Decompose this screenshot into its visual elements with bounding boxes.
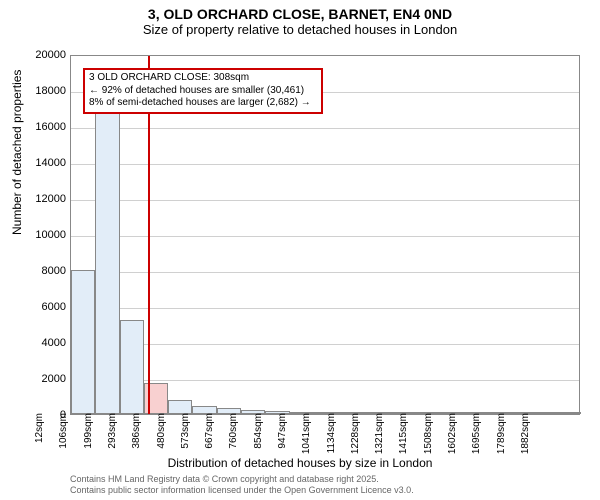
y-tick-label: 12000 [16,193,66,205]
x-tick-label: 947sqm [277,413,288,463]
y-tick-label: 14000 [16,157,66,169]
x-tick-label: 1508sqm [423,413,434,463]
annotation-line: 3 OLD ORCHARD CLOSE: 308sqm [89,72,317,85]
histogram-bar [532,412,556,414]
x-tick-label: 1134sqm [326,413,337,463]
x-tick-label: 199sqm [83,413,94,463]
chart-subtitle: Size of property relative to detached ho… [0,22,600,37]
x-tick-label: 854sqm [253,413,264,463]
annotation-line: 8% of semi-detached houses are larger (2… [89,97,317,110]
y-tick-label: 18000 [16,85,66,97]
x-tick-label: 106sqm [58,413,69,463]
histogram-bar [95,113,119,414]
x-tick-label: 12sqm [34,413,45,463]
attribution-line-1: Contains HM Land Registry data © Crown c… [70,474,590,485]
chart-title: 3, OLD ORCHARD CLOSE, BARNET, EN4 0ND [0,6,600,22]
x-tick-label: 760sqm [228,413,239,463]
y-tick-label: 10000 [16,229,66,241]
x-tick-label: 1789sqm [496,413,507,463]
x-tick-label: 1041sqm [301,413,312,463]
attribution-line-2: Contains public sector information licen… [70,485,590,496]
y-tick-label: 4000 [16,337,66,349]
histogram-bar [120,320,144,414]
y-tick-label: 8000 [16,265,66,277]
chart-title-block: 3, OLD ORCHARD CLOSE, BARNET, EN4 0ND Si… [0,0,600,37]
histogram-bar [557,412,581,414]
y-tick-label: 2000 [16,373,66,385]
x-tick-label: 1695sqm [471,413,482,463]
x-tick-label: 573sqm [180,413,191,463]
x-tick-label: 1228sqm [350,413,361,463]
x-tick-label: 667sqm [204,413,215,463]
x-tick-label: 293sqm [107,413,118,463]
x-tick-label: 1602sqm [447,413,458,463]
histogram-bar [168,400,192,414]
x-tick-label: 1321sqm [374,413,385,463]
y-tick-label: 20000 [16,49,66,61]
x-tick-label: 1882sqm [520,413,531,463]
attribution-block: Contains HM Land Registry data © Crown c… [70,474,590,496]
y-tick-label: 16000 [16,121,66,133]
x-tick-label: 1415sqm [398,413,409,463]
annotation-line: ← 92% of detached houses are smaller (30… [89,85,317,98]
annotation-box: 3 OLD ORCHARD CLOSE: 308sqm← 92% of deta… [83,68,323,114]
y-tick-label: 6000 [16,301,66,313]
histogram-bar [71,270,95,414]
x-tick-label: 480sqm [156,413,167,463]
x-tick-label: 386sqm [131,413,142,463]
